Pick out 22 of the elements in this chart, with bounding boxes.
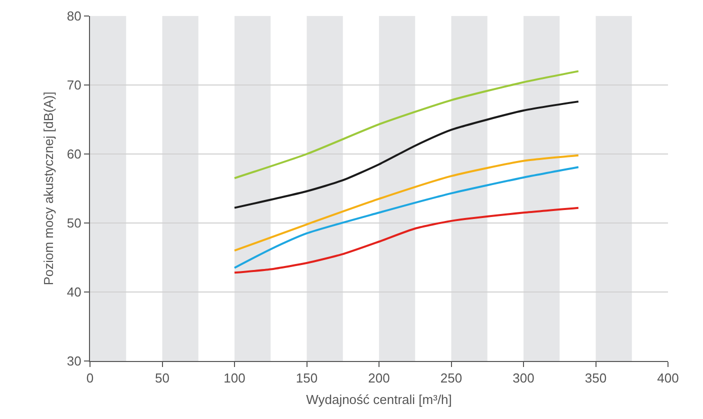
x-tick-label: 350	[584, 370, 607, 386]
y-tick-label: 60	[66, 146, 82, 162]
line-series	[234, 70, 580, 180]
y-tick-label: 80	[66, 8, 82, 24]
x-tick-label: 250	[440, 370, 462, 386]
y-axis-title: Poziom mocy akustycznej [dB(A)]	[40, 92, 56, 286]
y-tick-label: 30	[66, 354, 82, 369]
x-axis-title: Wydajność centrali [m³/h]	[306, 392, 452, 408]
line-series	[234, 166, 580, 269]
x-tick-label: 0	[86, 370, 94, 386]
x-tick-label: 400	[657, 370, 679, 386]
x-tick-label: 50	[155, 370, 170, 386]
y-tick-label: 50	[66, 216, 82, 231]
x-tick-label: 300	[512, 370, 534, 386]
y-tick-label: 40	[66, 284, 82, 300]
line-series	[234, 100, 580, 209]
y-tick-label: 70	[66, 78, 82, 93]
x-tick-label: 200	[368, 370, 390, 386]
x-tick-label: 100	[224, 370, 246, 386]
line-series	[234, 206, 580, 274]
line-series	[234, 154, 580, 252]
x-tick-label: 150	[296, 370, 318, 386]
